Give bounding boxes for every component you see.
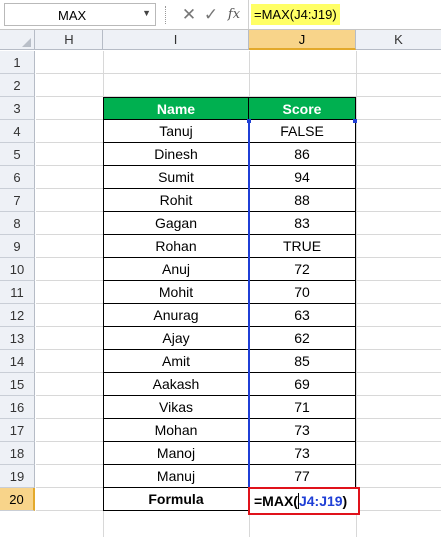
- grid-line: [356, 51, 357, 537]
- name-cell[interactable]: Rohit: [103, 189, 249, 212]
- row-header[interactable]: 19: [0, 465, 35, 488]
- score-cell[interactable]: FALSE: [249, 120, 356, 143]
- name-cell[interactable]: Vikas: [103, 396, 249, 419]
- row-header[interactable]: 9: [0, 235, 35, 258]
- score-cell[interactable]: 94: [249, 166, 356, 189]
- score-cell[interactable]: 85: [249, 350, 356, 373]
- formula-input[interactable]: =MAX(J4:J19): [248, 0, 441, 29]
- name-box[interactable]: MAX ▼: [4, 3, 156, 26]
- name-cell[interactable]: Dinesh: [103, 143, 249, 166]
- enter-icon[interactable]: ✓: [203, 5, 219, 24]
- name-cell[interactable]: Ajay: [103, 327, 249, 350]
- formula-range-ref: J4:J19: [298, 493, 343, 509]
- name-cell[interactable]: Manuj: [103, 465, 249, 488]
- row-header[interactable]: 17: [0, 419, 35, 442]
- score-cell[interactable]: 71: [249, 396, 356, 419]
- row-header[interactable]: 16: [0, 396, 35, 419]
- score-cell[interactable]: 77: [249, 465, 356, 488]
- formula-edit-cell[interactable]: =MAX(J4:J19): [248, 487, 360, 515]
- column-header-row: H I J K: [0, 30, 441, 50]
- column-header[interactable]: H: [36, 30, 103, 50]
- name-box-value: MAX: [58, 8, 87, 23]
- name-cell[interactable]: Mohit: [103, 281, 249, 304]
- row-header[interactable]: 18: [0, 442, 35, 465]
- select-all-icon: [22, 38, 31, 47]
- header-name[interactable]: Name: [103, 97, 249, 120]
- score-cell[interactable]: 86: [249, 143, 356, 166]
- text-cursor: [297, 493, 299, 510]
- row-header[interactable]: 10: [0, 258, 35, 281]
- column-header-active[interactable]: J: [249, 30, 356, 50]
- name-cell[interactable]: Anurag: [103, 304, 249, 327]
- range-highlight: [248, 120, 250, 488]
- row-header[interactable]: 13: [0, 327, 35, 350]
- name-cell[interactable]: Aakash: [103, 373, 249, 396]
- row-header[interactable]: 7: [0, 189, 35, 212]
- score-cell[interactable]: 63: [249, 304, 356, 327]
- row-header[interactable]: 1: [0, 51, 35, 74]
- formula-suffix: ): [342, 493, 348, 509]
- name-cell[interactable]: Tanuj: [103, 120, 249, 143]
- score-cell[interactable]: 72: [249, 258, 356, 281]
- header-score[interactable]: Score: [249, 97, 356, 120]
- name-cell[interactable]: Amit: [103, 350, 249, 373]
- score-cell[interactable]: 73: [249, 442, 356, 465]
- row-header[interactable]: 8: [0, 212, 35, 235]
- insert-function-icon[interactable]: fx: [227, 7, 241, 22]
- formula-bar-separator: [165, 6, 167, 24]
- row-header[interactable]: 4: [0, 120, 35, 143]
- column-header[interactable]: I: [103, 30, 249, 50]
- cancel-icon[interactable]: ✕: [181, 5, 197, 24]
- formula-label-cell[interactable]: Formula: [103, 488, 249, 511]
- row-header[interactable]: 14: [0, 350, 35, 373]
- row-header-active[interactable]: 20: [0, 488, 35, 511]
- chevron-down-icon[interactable]: ▼: [142, 8, 151, 18]
- formula-text: =MAX(J4:J19): [251, 4, 340, 25]
- row-header[interactable]: 2: [0, 74, 35, 97]
- row-header[interactable]: 11: [0, 281, 35, 304]
- name-cell[interactable]: Anuj: [103, 258, 249, 281]
- row-header[interactable]: 5: [0, 143, 35, 166]
- score-cell[interactable]: 73: [249, 419, 356, 442]
- column-header[interactable]: K: [394, 32, 403, 47]
- grid-line: [36, 96, 441, 97]
- score-cell[interactable]: 70: [249, 281, 356, 304]
- name-cell[interactable]: Manoj: [103, 442, 249, 465]
- row-header[interactable]: 6: [0, 166, 35, 189]
- row-header[interactable]: 12: [0, 304, 35, 327]
- formula-prefix: =MAX(: [254, 493, 298, 509]
- select-all-button[interactable]: [0, 30, 35, 50]
- range-handle[interactable]: [247, 119, 251, 123]
- name-cell[interactable]: Sumit: [103, 166, 249, 189]
- name-cell[interactable]: Mohan: [103, 419, 249, 442]
- formula-bar: MAX ▼ ✕ ✓ fx =MAX(J4:J19): [0, 0, 441, 30]
- score-cell[interactable]: 83: [249, 212, 356, 235]
- row-header[interactable]: 15: [0, 373, 35, 396]
- score-cell[interactable]: 88: [249, 189, 356, 212]
- grid-line: [36, 73, 441, 74]
- score-cell[interactable]: 62: [249, 327, 356, 350]
- name-cell[interactable]: Rohan: [103, 235, 249, 258]
- range-handle[interactable]: [353, 119, 357, 123]
- row-header[interactable]: 3: [0, 97, 35, 120]
- score-cell[interactable]: 69: [249, 373, 356, 396]
- name-cell[interactable]: Gagan: [103, 212, 249, 235]
- score-cell[interactable]: TRUE: [249, 235, 356, 258]
